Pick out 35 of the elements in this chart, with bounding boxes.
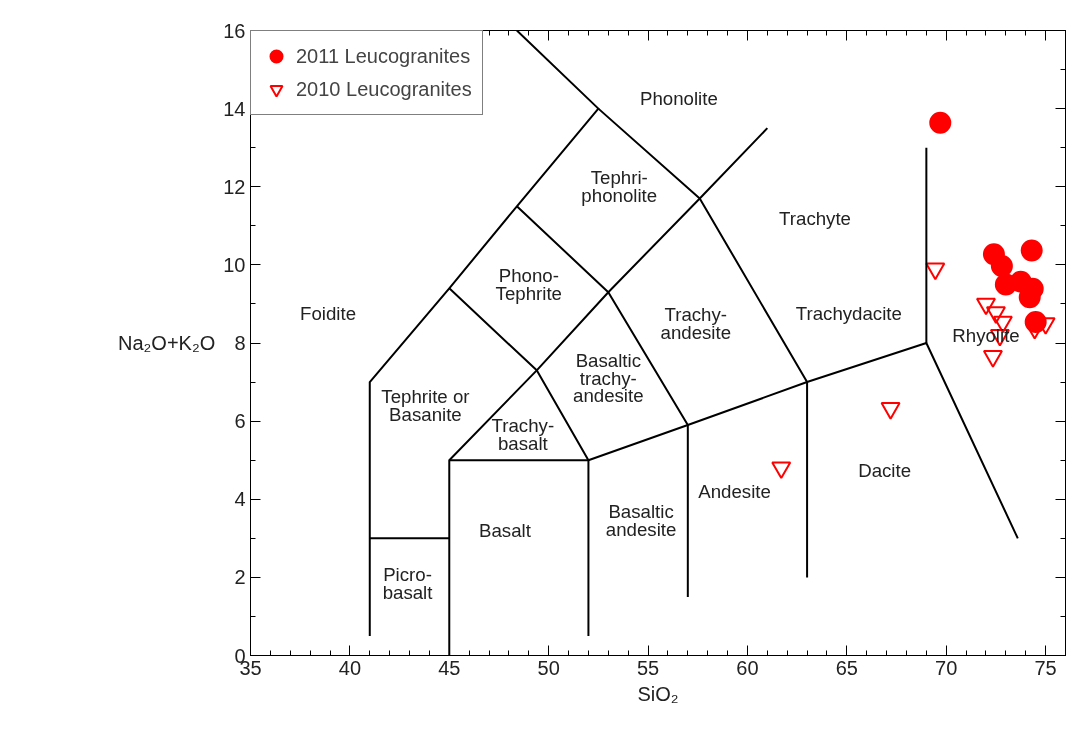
annotation: Trachyte bbox=[779, 207, 851, 229]
annotation: Trachy- andesite bbox=[660, 304, 732, 343]
y-axis-title: Na₂O+K₂O bbox=[118, 332, 216, 354]
y-tick-label: 4 bbox=[234, 488, 246, 511]
y-tick-label: 2 bbox=[234, 566, 246, 589]
annotation: Dacite bbox=[858, 460, 912, 482]
x-axis-title: SiO₂ bbox=[637, 682, 679, 705]
x-tick-label: 40 bbox=[338, 656, 362, 679]
annotation: Tephri- phonolite bbox=[581, 167, 658, 207]
x-tick-label: 50 bbox=[537, 656, 560, 679]
annotation: Basaltic trachy- andesite bbox=[573, 349, 644, 407]
y-tick-label: 14 bbox=[223, 97, 246, 120]
annotation: Phono- Tephrite bbox=[495, 264, 562, 304]
y-tick-label: 8 bbox=[234, 332, 246, 354]
annotation: Picro- basalt bbox=[382, 563, 434, 603]
y-tick-label: 12 bbox=[223, 175, 246, 198]
x-tick-label: 70 bbox=[935, 656, 958, 679]
annotation: Foidite bbox=[300, 303, 357, 325]
annotation: Trachy- basalt bbox=[491, 415, 555, 455]
x-tick-label: 75 bbox=[1034, 656, 1057, 679]
legend-label: 2011 Leucogranites bbox=[296, 44, 471, 68]
annotation: Basalt bbox=[479, 520, 532, 541]
annotation: Andesite bbox=[698, 480, 771, 502]
annotation: Basaltic andesite bbox=[605, 501, 677, 541]
x-tick-label: 55 bbox=[636, 656, 660, 679]
y-tick-label: 10 bbox=[223, 253, 246, 276]
y-tick-label: 6 bbox=[234, 410, 246, 433]
annotation: Phonolite bbox=[639, 87, 718, 109]
x-tick-label: 60 bbox=[736, 656, 759, 679]
annotation: Tephrite or Basanite bbox=[381, 386, 470, 425]
legend-label: 2010 Leucogranites bbox=[296, 77, 472, 101]
x-tick-label: 65 bbox=[835, 656, 858, 679]
y-tick-label: 16 bbox=[223, 19, 246, 42]
annotation: Trachydacite bbox=[795, 303, 902, 325]
x-tick-label: 45 bbox=[438, 656, 461, 679]
